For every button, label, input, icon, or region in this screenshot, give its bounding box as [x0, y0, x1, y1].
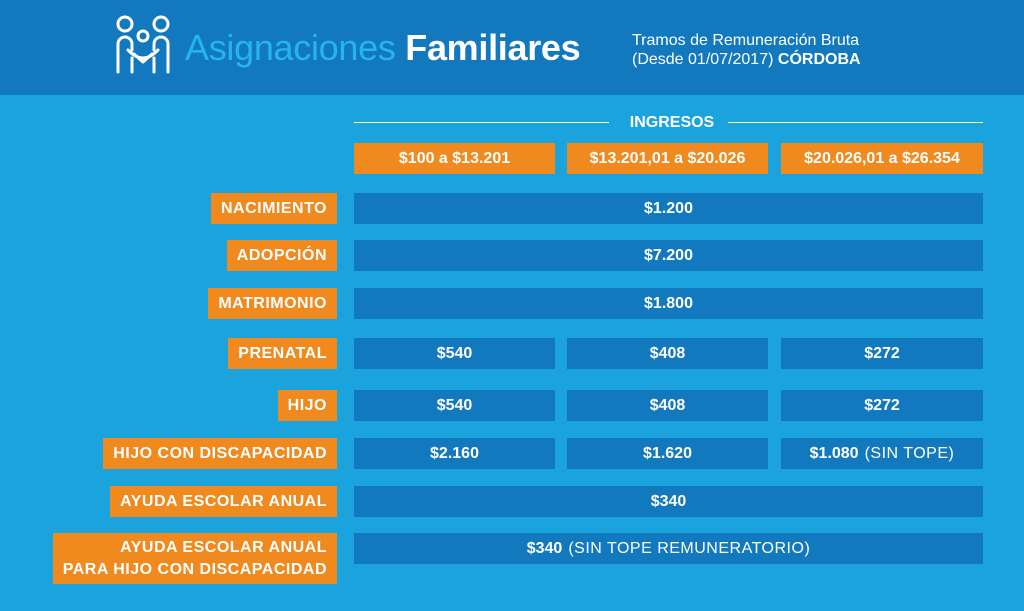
subtitle-line1: Tramos de Remuneración Bruta [632, 32, 860, 49]
cell-adopcion: $7.200 [354, 240, 983, 271]
row-label-line1: AYUDA ESCOLAR ANUAL [120, 538, 327, 556]
cell-hijo-1: $540 [354, 390, 555, 421]
cell-hijo-3: $272 [781, 390, 983, 421]
cell-nacimiento: $1.200 [354, 193, 983, 224]
header: Asignaciones Familiares Tramos de Remune… [0, 0, 1024, 95]
family-icon [116, 15, 170, 74]
cell-hijo-discapacidad-2: $1.620 [567, 438, 768, 469]
cell-prenatal-1: $540 [354, 338, 555, 369]
cell-prenatal-2: $408 [567, 338, 768, 369]
ingresos-divider-left [354, 122, 609, 123]
row-label-ayuda-escolar: AYUDA ESCOLAR ANUAL [110, 486, 337, 517]
cell-ayuda-escolar-discapacidad-value: $340 [526, 539, 563, 557]
range-2: $13.201,01 a $20.026 [567, 143, 768, 174]
cell-prenatal-3: $272 [781, 338, 983, 369]
title-bold: Familiares [405, 27, 581, 68]
cell-ayuda-escolar: $340 [354, 486, 983, 517]
cell-hijo-discapacidad-3-value: $1.080 [809, 444, 859, 462]
row-label-matrimonio: MATRIMONIO [208, 288, 337, 319]
row-label-adopcion: ADOPCIÓN [226, 240, 337, 271]
row-label-hijo: HIJO [277, 390, 337, 421]
ingresos-label: INGRESOS [629, 114, 715, 131]
cell-hijo-discapacidad-1: $2.160 [354, 438, 555, 469]
sin-tope-remuneratorio-note: (SIN TOPE REMUNERATORIO) [568, 539, 811, 557]
subtitle-line2: (Desde 01/07/2017) CÓRDOBA [632, 50, 861, 69]
range-1: $100 a $13.201 [354, 143, 555, 174]
row-label-ayuda-escolar-discapacidad: AYUDA ESCOLAR ANUAL PARA HIJO CON DISCAP… [52, 533, 337, 584]
cell-ayuda-escolar-discapacidad: $340 (SIN TOPE REMUNERATORIO) [354, 533, 983, 564]
sin-tope-note: (SIN TOPE) [864, 444, 955, 462]
ingresos-divider-right [728, 122, 983, 123]
row-label-hijo-discapacidad: HIJO CON DISCAPACIDAD [103, 438, 337, 469]
row-label-nacimiento: NACIMIENTO [210, 193, 337, 224]
range-3: $20.026,01 a $26.354 [781, 143, 983, 174]
cell-hijo-discapacidad-3: $1.080 (SIN TOPE) [781, 438, 983, 469]
row-label-prenatal: PRENATAL [228, 338, 337, 369]
subtitle-region: CÓRDOBA [777, 51, 861, 68]
subtitle-date: (Desde 01/07/2017) [632, 51, 774, 68]
row-label-line2: PARA HIJO CON DISCAPACIDAD [62, 560, 327, 578]
title-light: Asignaciones [185, 27, 396, 68]
cell-matrimonio: $1.800 [354, 288, 983, 319]
page-title: Asignaciones Familiares [185, 26, 581, 70]
subtitle: Tramos de Remuneración Bruta (Desde 01/0… [632, 31, 861, 69]
cell-hijo-2: $408 [567, 390, 768, 421]
